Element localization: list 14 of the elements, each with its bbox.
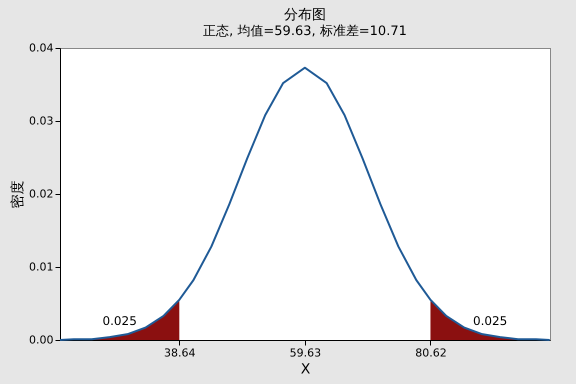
y-tick-label: 0.04 — [29, 42, 54, 54]
chart-subtitle: 正态, 均值=59.63, 标准差=10.71 — [203, 24, 407, 39]
y-tick-label: 0.03 — [29, 114, 54, 128]
y-axis-title: 密度 — [10, 180, 26, 208]
y-tick-label: 0.01 — [29, 260, 54, 274]
x-tick-label: 80.62 — [415, 346, 447, 360]
x-axis-title: X — [300, 362, 311, 378]
annotation: 0.025 — [472, 314, 508, 328]
chart-title: 分布图 — [284, 7, 326, 23]
annotation: 0.025 — [102, 314, 137, 328]
x-tick-label: 59.63 — [290, 346, 322, 360]
y-tick-label: 0.00 — [29, 334, 54, 346]
x-tick-label: 38.64 — [164, 346, 196, 360]
y-tick-label: 0.02 — [29, 188, 54, 200]
